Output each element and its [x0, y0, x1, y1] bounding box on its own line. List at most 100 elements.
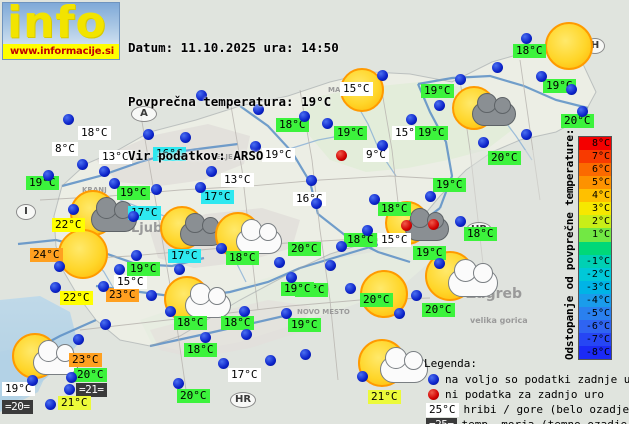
- temperature-badge[interactable]: 19°C: [421, 84, 454, 98]
- temperature-badge[interactable]: 19°C: [26, 176, 59, 190]
- station-dot-available[interactable]: [206, 166, 217, 177]
- station-dot-available[interactable]: [146, 290, 157, 301]
- station-dot-available[interactable]: [45, 399, 56, 410]
- temperature-badge[interactable]: 17°C: [201, 190, 234, 204]
- station-dot-available[interactable]: [492, 62, 503, 73]
- station-dot-available[interactable]: [128, 211, 139, 222]
- station-dot-available[interactable]: [27, 375, 38, 386]
- temperature-badge[interactable]: 13°C: [221, 173, 254, 187]
- station-dot-available[interactable]: [357, 371, 368, 382]
- temperature-badge[interactable]: 24°C: [30, 248, 63, 262]
- station-dot-available[interactable]: [250, 141, 261, 152]
- station-dot-available[interactable]: [394, 308, 405, 319]
- station-dot-available[interactable]: [114, 264, 125, 275]
- station-dot-available[interactable]: [143, 129, 154, 140]
- station-dot-available[interactable]: [325, 260, 336, 271]
- temperature-badge[interactable]: 18°C: [221, 316, 254, 330]
- temperature-badge[interactable]: 21°C: [58, 396, 91, 410]
- station-dot-available[interactable]: [165, 306, 176, 317]
- temperature-badge[interactable]: 17°C: [168, 249, 201, 263]
- station-dot-available[interactable]: [151, 184, 162, 195]
- temperature-badge[interactable]: 18°C: [378, 202, 411, 216]
- station-dot-available[interactable]: [64, 384, 75, 395]
- temperature-badge[interactable]: 19°C: [281, 282, 314, 296]
- station-dot-available[interactable]: [577, 106, 588, 117]
- temperature-badge[interactable]: 21°C: [368, 390, 401, 404]
- temperature-badge[interactable]: 19°C: [127, 262, 160, 276]
- temperature-badge[interactable]: 19°C: [413, 246, 446, 260]
- temperature-badge[interactable]: 16°C: [153, 147, 186, 161]
- station-dot-available[interactable]: [322, 118, 333, 129]
- station-dot-available[interactable]: [173, 378, 184, 389]
- temperature-badge[interactable]: 18°C: [78, 126, 111, 140]
- station-dot-available[interactable]: [377, 140, 388, 151]
- station-dot-available[interactable]: [241, 329, 252, 340]
- station-dot-available[interactable]: [100, 319, 111, 330]
- station-dot-available[interactable]: [66, 372, 77, 383]
- temperature-badge[interactable]: 19°C: [415, 126, 448, 140]
- site-logo[interactable]: info www.informacije.si: [2, 2, 120, 60]
- temperature-badge[interactable]: 8°C: [52, 142, 78, 156]
- temperature-badge[interactable]: 20°C: [488, 151, 521, 165]
- station-dot-available[interactable]: [109, 178, 120, 189]
- temperature-badge[interactable]: 20°C: [288, 242, 321, 256]
- station-dot-no-data[interactable]: [336, 150, 347, 161]
- station-dot-available[interactable]: [54, 261, 65, 272]
- station-dot-available[interactable]: [455, 216, 466, 227]
- station-dot-available[interactable]: [265, 355, 276, 366]
- station-dot-available[interactable]: [50, 282, 61, 293]
- station-dot-available[interactable]: [174, 264, 185, 275]
- station-dot-available[interactable]: [43, 170, 54, 181]
- temperature-badge[interactable]: 18°C: [226, 251, 259, 265]
- temperature-badge[interactable]: 20°C: [422, 303, 455, 317]
- station-dot-available[interactable]: [434, 258, 445, 269]
- station-dot-available[interactable]: [274, 257, 285, 268]
- temperature-badge[interactable]: 22°C: [52, 218, 85, 232]
- temperature-badge[interactable]: 23°C: [69, 353, 102, 367]
- station-dot-available[interactable]: [286, 272, 297, 283]
- station-dot-available[interactable]: [98, 281, 109, 292]
- temperature-badge[interactable]: 17°C: [228, 368, 261, 382]
- station-dot-available[interactable]: [68, 204, 79, 215]
- station-dot-available[interactable]: [406, 114, 417, 125]
- sea-temperature-badge[interactable]: =21=: [76, 383, 107, 397]
- station-dot-available[interactable]: [345, 283, 356, 294]
- temperature-badge[interactable]: 18°C: [174, 316, 207, 330]
- temperature-badge[interactable]: 19°C: [262, 148, 295, 162]
- station-dot-available[interactable]: [455, 74, 466, 85]
- station-dot-no-data[interactable]: [428, 219, 439, 230]
- station-dot-no-data[interactable]: [401, 220, 412, 231]
- station-dot-available[interactable]: [196, 90, 207, 101]
- temperature-badge[interactable]: 20°C: [561, 114, 594, 128]
- temperature-badge[interactable]: 18°C: [464, 227, 497, 241]
- temperature-badge[interactable]: 15°C: [340, 82, 373, 96]
- station-dot-available[interactable]: [200, 332, 211, 343]
- station-dot-available[interactable]: [536, 71, 547, 82]
- station-dot-available[interactable]: [306, 175, 317, 186]
- temperature-badge[interactable]: 19°C: [334, 126, 367, 140]
- temperature-badge[interactable]: 18°C: [184, 343, 217, 357]
- station-dot-available[interactable]: [362, 225, 373, 236]
- station-dot-available[interactable]: [521, 33, 532, 44]
- station-dot-available[interactable]: [566, 84, 577, 95]
- temperature-badge[interactable]: 20°C: [74, 368, 107, 382]
- temperature-badge[interactable]: 19°C: [288, 318, 321, 332]
- station-dot-available[interactable]: [411, 290, 422, 301]
- station-dot-available[interactable]: [239, 306, 250, 317]
- temperature-badge[interactable]: 19°C: [433, 178, 466, 192]
- temperature-badge[interactable]: 23°C: [106, 288, 139, 302]
- station-dot-available[interactable]: [299, 111, 310, 122]
- station-dot-available[interactable]: [281, 308, 292, 319]
- station-dot-available[interactable]: [73, 334, 84, 345]
- station-dot-available[interactable]: [369, 194, 380, 205]
- station-dot-available[interactable]: [336, 241, 347, 252]
- station-dot-available[interactable]: [63, 114, 74, 125]
- temperature-badge[interactable]: 18°C: [344, 233, 377, 247]
- temperature-badge[interactable]: 20°C: [177, 389, 210, 403]
- temperature-badge[interactable]: 13°C: [99, 150, 132, 164]
- temperature-badge[interactable]: 9°C: [363, 148, 389, 162]
- station-dot-available[interactable]: [521, 129, 532, 140]
- station-dot-available[interactable]: [131, 250, 142, 261]
- station-dot-available[interactable]: [478, 137, 489, 148]
- station-dot-available[interactable]: [311, 198, 322, 209]
